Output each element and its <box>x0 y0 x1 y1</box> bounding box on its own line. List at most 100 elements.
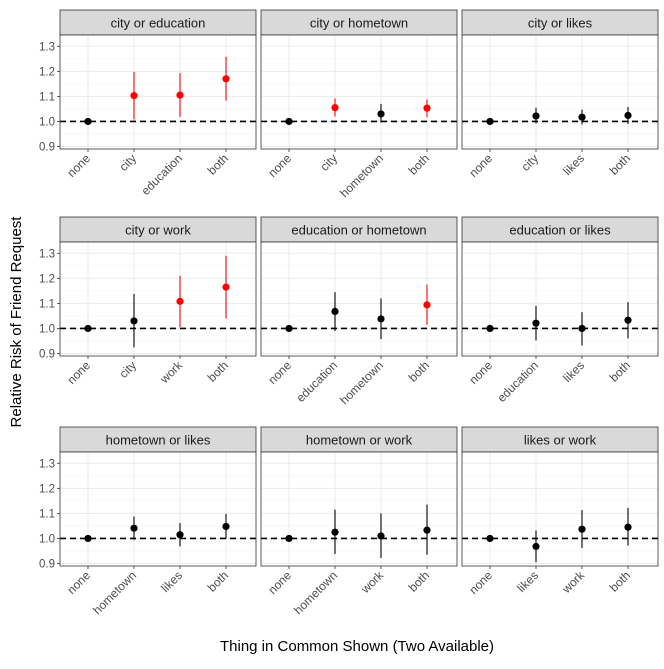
point-none <box>486 117 494 126</box>
panel-strip <box>59 426 257 453</box>
point-both <box>222 75 230 83</box>
point-hometown <box>130 524 138 532</box>
panel-border <box>461 34 659 150</box>
y-tick-label: 0.9 <box>39 141 55 153</box>
point-likes <box>176 531 184 539</box>
panel-border <box>260 241 458 357</box>
point-none <box>285 324 293 333</box>
x-tick-label-both: both <box>205 358 231 384</box>
panel-background <box>261 35 457 149</box>
x-tick-label-city: city <box>116 151 139 174</box>
x-tick-label-city: city <box>518 151 541 174</box>
x-tick-label-city: city <box>317 151 340 174</box>
point-city <box>532 112 540 120</box>
x-tick-label-work: work <box>358 568 387 597</box>
panel-strip <box>260 426 458 453</box>
panel-border <box>59 241 257 357</box>
panel-background <box>462 452 658 566</box>
panel-education-or-hometown: education or hometown none educationhometo… <box>260 216 458 407</box>
point-both <box>624 316 632 324</box>
panel-title: likes or work <box>524 433 597 448</box>
point-none <box>486 534 494 543</box>
x-tick-label-hometown: hometown <box>337 358 386 407</box>
x-tick-label-likes: likes <box>514 568 541 595</box>
x-tick-label-both: both <box>205 568 231 594</box>
panel-border <box>461 241 659 357</box>
point-both <box>423 104 431 112</box>
panel-title: city or education <box>111 16 206 31</box>
point-likes <box>578 113 586 121</box>
panel-background <box>261 242 457 356</box>
y-tick-label: 1.3 <box>39 41 55 53</box>
point-work <box>377 532 385 540</box>
panel-background <box>60 242 256 356</box>
point-likes <box>578 324 586 333</box>
point-education <box>331 307 339 316</box>
panel-background <box>261 452 457 566</box>
x-tick-label-none: none <box>466 151 495 180</box>
x-tick-label-both: both <box>406 358 432 384</box>
x-tick-label-both: both <box>607 358 633 384</box>
panel-city-or-likes: city or likes none city likes both <box>461 9 659 180</box>
y-tick-label: 1.0 <box>39 116 55 128</box>
x-tick-label-none: none <box>64 151 93 180</box>
x-tick-label-none: none <box>466 568 495 597</box>
point-none <box>84 534 92 543</box>
x-tick-label-both: both <box>607 151 633 177</box>
panel-title: hometown or work <box>306 433 413 448</box>
y-tick-label: 1.2 <box>39 66 55 78</box>
x-tick-label-city: city <box>116 358 139 381</box>
panel-strip <box>59 9 257 36</box>
point-education <box>532 319 540 327</box>
x-tick-label-none: none <box>64 358 93 387</box>
x-tick-label-likes: likes <box>560 151 587 178</box>
panel-strip <box>461 426 659 453</box>
panel-border <box>260 451 458 567</box>
point-work <box>176 297 184 305</box>
x-tick-label-hometown: hometown <box>291 568 340 617</box>
x-tick-label-work: work <box>559 568 588 597</box>
panel-background <box>60 452 256 566</box>
point-none <box>285 117 293 126</box>
y-tick-label: 1.1 <box>39 508 55 520</box>
point-hometown <box>377 110 385 118</box>
x-tick-label-both: both <box>406 568 432 594</box>
panel-likes-or-work: likes or work none likes work both <box>461 426 659 597</box>
point-none <box>285 534 293 543</box>
point-work <box>578 525 586 533</box>
panel-background <box>462 242 658 356</box>
point-both <box>624 523 632 531</box>
y-tick-label: 0.9 <box>39 558 55 570</box>
point-education <box>176 91 184 99</box>
panel-title: city or likes <box>528 16 593 31</box>
point-both <box>423 301 431 309</box>
panel-city-or-education: city or education 0.9 1.0 1.1 1.2 1.3 none city… <box>39 9 257 198</box>
y-tick-label: 1.1 <box>39 91 55 103</box>
point-city <box>130 317 138 325</box>
y-tick-label: 1.3 <box>39 248 55 260</box>
y-tick-label: 1.2 <box>39 273 55 285</box>
point-likes <box>532 542 540 551</box>
y-tick-label: 1.0 <box>39 323 55 335</box>
x-tick-label-none: none <box>265 568 294 597</box>
panel-city-or-work: city or work 0.9 1.0 1.1 1.2 1.3 none city work b… <box>39 216 257 387</box>
panel-strip <box>461 9 659 36</box>
panel-title: education or likes <box>509 223 611 238</box>
point-hometown <box>331 528 339 536</box>
y-tick-label: 1.0 <box>39 533 55 545</box>
x-tick-label-hometown: hometown <box>337 151 386 200</box>
x-axis-title: Thing in Common Shown (Two Available) <box>220 638 494 655</box>
panel-strip <box>59 216 257 243</box>
point-none <box>84 324 92 333</box>
panel-title: city or work <box>125 223 191 238</box>
x-tick-label-education: education <box>293 358 340 405</box>
y-tick-label: 1.3 <box>39 458 55 470</box>
point-city <box>331 104 339 112</box>
panel-background <box>60 35 256 149</box>
panel-border <box>59 34 257 150</box>
x-tick-label-both: both <box>205 151 231 177</box>
